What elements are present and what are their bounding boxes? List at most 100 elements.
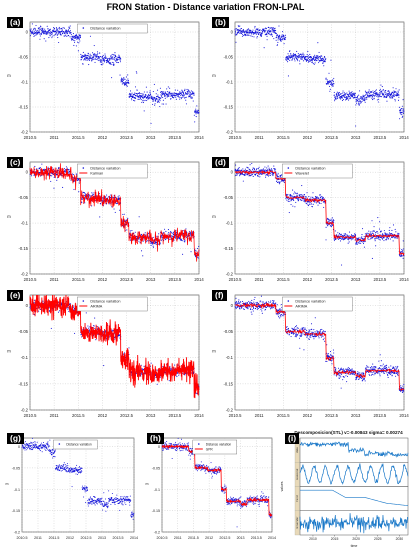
data-point xyxy=(143,110,145,112)
data-point xyxy=(395,91,397,93)
data-point xyxy=(278,316,280,318)
data-point xyxy=(349,231,351,233)
data-point xyxy=(266,306,268,309)
data-point xyxy=(363,98,365,101)
data-point xyxy=(110,58,112,60)
data-point xyxy=(378,94,380,96)
data-point xyxy=(394,228,396,231)
data-point xyxy=(158,96,160,98)
data-point xyxy=(237,25,239,27)
data-point xyxy=(152,245,154,247)
data-point xyxy=(363,95,365,97)
data-point xyxy=(126,79,128,81)
data-point xyxy=(38,31,40,33)
data-point xyxy=(182,93,185,95)
data-point xyxy=(341,95,343,97)
data-point xyxy=(162,96,164,98)
data-point xyxy=(375,237,377,239)
data-point xyxy=(277,34,279,36)
data-point xyxy=(185,228,187,230)
data-point xyxy=(170,232,173,234)
data-point xyxy=(198,245,200,247)
data-point xyxy=(72,33,74,35)
data-point xyxy=(249,301,251,303)
legend-marker xyxy=(82,27,85,29)
data-point xyxy=(89,194,91,196)
data-point xyxy=(178,374,180,376)
data-point xyxy=(122,353,125,355)
data-point xyxy=(332,219,334,221)
data-point xyxy=(372,237,374,239)
data-point xyxy=(138,92,140,94)
data-point xyxy=(112,56,114,58)
data-point xyxy=(236,34,238,36)
data-point xyxy=(257,31,259,33)
data-point xyxy=(53,176,55,179)
data-point xyxy=(136,94,138,96)
data-point xyxy=(33,174,35,176)
data-point xyxy=(238,299,240,301)
data-point xyxy=(333,83,335,85)
data-point xyxy=(181,93,183,95)
data-point xyxy=(348,93,350,95)
data-point xyxy=(377,95,379,97)
data-point xyxy=(88,55,90,57)
plot-f: 2010.5 2011 2011.5 2012 2012.5 2013 2013.5 2014… xyxy=(212,294,409,418)
data-point xyxy=(340,233,342,235)
data-point xyxy=(96,325,98,328)
data-point xyxy=(72,38,74,40)
data-point xyxy=(257,28,259,30)
data-point xyxy=(259,29,261,31)
data-point xyxy=(131,99,133,101)
model-line xyxy=(29,294,200,399)
data-point xyxy=(265,176,267,178)
data-point xyxy=(367,91,369,93)
data-point xyxy=(264,28,266,30)
data-point xyxy=(185,96,187,98)
data-point xyxy=(44,28,46,30)
data-point xyxy=(67,171,69,173)
data-point xyxy=(256,309,258,311)
data-point xyxy=(333,240,335,242)
data-point xyxy=(299,60,301,62)
data-point xyxy=(189,231,191,233)
data-point xyxy=(148,93,150,95)
data-point xyxy=(110,56,112,58)
data-point xyxy=(374,90,377,92)
data-point xyxy=(326,79,328,81)
data-point xyxy=(161,96,163,98)
data-point xyxy=(402,108,405,110)
data-point xyxy=(268,32,270,34)
data-point xyxy=(384,91,386,93)
data-point xyxy=(276,44,279,46)
data-point xyxy=(345,97,347,99)
data-point xyxy=(94,61,96,63)
x-tick-label: 2012.5 xyxy=(120,277,133,282)
data-point xyxy=(379,88,381,90)
x-tick-label: 2012.5 xyxy=(120,135,133,140)
data-point xyxy=(397,233,399,235)
data-point xyxy=(383,237,385,239)
data-point xyxy=(41,32,43,34)
data-point xyxy=(403,248,405,250)
data-point xyxy=(78,191,80,193)
data-point xyxy=(264,169,266,171)
data-point xyxy=(382,88,384,91)
data-point xyxy=(112,54,114,56)
data-point xyxy=(371,94,373,96)
data-point xyxy=(89,35,92,37)
data-point xyxy=(259,176,261,178)
data-point xyxy=(273,302,275,304)
data-point xyxy=(237,30,239,32)
data-point xyxy=(150,122,152,124)
data-point xyxy=(265,308,267,310)
data-point xyxy=(300,53,302,55)
data-point xyxy=(389,92,391,94)
data-point xyxy=(246,169,248,172)
data-point xyxy=(278,176,280,178)
data-point xyxy=(39,27,41,29)
data-point xyxy=(375,95,377,97)
legend-label: Wavelet xyxy=(295,171,310,175)
data-point xyxy=(379,239,381,241)
data-point xyxy=(49,35,51,37)
